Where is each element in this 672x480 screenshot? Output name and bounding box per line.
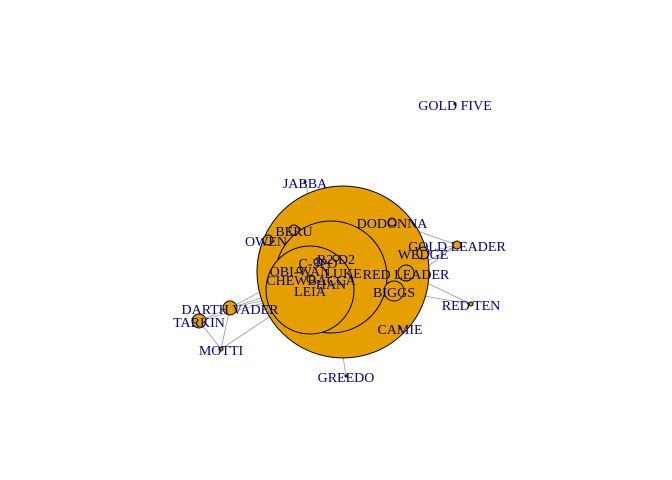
- label-han: HAN: [316, 278, 346, 293]
- label-beru: BERU: [275, 225, 312, 240]
- label-c-3po: C-3PO: [299, 257, 338, 272]
- node-dodonna: [387, 217, 397, 227]
- node-leia: [265, 245, 355, 335]
- node-biggs: [383, 280, 405, 302]
- node-r2-d2: [332, 254, 340, 262]
- node-wedge: [416, 246, 430, 260]
- node-c-3po: [313, 257, 323, 267]
- label-camie: CAMIE: [377, 323, 422, 338]
- node-obi-wan: [296, 266, 304, 274]
- node-beru: [288, 224, 300, 236]
- label-jabba: JABBA: [283, 177, 328, 192]
- node-chewbacca: [306, 274, 316, 284]
- node-red-leader: [397, 264, 415, 282]
- node-greedo: [344, 374, 348, 378]
- label-owen: OWEN: [245, 235, 287, 250]
- label-r2-d2: R2-D2: [317, 253, 355, 268]
- node-jabba: [303, 180, 307, 184]
- label-gold-leader: GOLD LEADER: [408, 240, 506, 255]
- label-wedge: WEDGE: [398, 248, 449, 263]
- node-tarkin: [191, 313, 207, 329]
- label-tarkin: TARKIN: [173, 316, 225, 331]
- label-red-leader: RED LEADER: [363, 268, 450, 283]
- node-gold-five: [453, 102, 457, 106]
- label-obi-wan: OBI-WAN: [270, 265, 331, 280]
- node-red-ten: [468, 301, 474, 307]
- label-dodonna: DODONNA: [357, 217, 429, 232]
- node-darth-vader: [222, 300, 238, 316]
- node-motti: [218, 346, 224, 352]
- nodes-layer: [191, 102, 474, 378]
- node-gold-leader: [452, 240, 462, 250]
- label-darth-vader: DARTH VADER: [181, 303, 279, 318]
- label-luke: LUKE: [324, 267, 361, 282]
- label-gold-five: GOLD FIVE: [418, 99, 492, 114]
- label-leia: LEIA: [294, 285, 327, 300]
- node-owen: [262, 234, 274, 246]
- node-camie: [398, 326, 402, 330]
- label-chewbacca: CHEWBACCA: [266, 274, 356, 289]
- label-red-ten: RED TEN: [442, 299, 500, 314]
- label-motti: MOTTI: [199, 344, 244, 359]
- label-biggs: BIGGS: [373, 286, 415, 301]
- label-greedo: GREEDO: [318, 371, 375, 386]
